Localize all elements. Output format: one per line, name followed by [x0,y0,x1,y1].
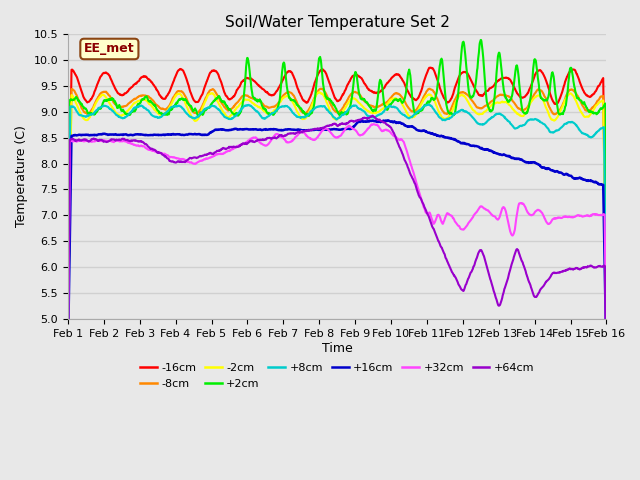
+16cm [603,359,611,364]
+32cm [314,134,321,140]
+2cm [371,107,378,112]
-2cm [292,107,300,113]
+64cm [369,113,376,119]
-16cm [304,99,312,105]
+8cm [424,102,432,108]
+16cm [64,354,72,360]
+2cm [477,37,484,43]
-16cm [371,90,378,96]
-2cm [127,104,135,109]
-2cm [314,91,321,96]
+8cm [371,115,378,120]
-2cm [316,89,323,95]
-16cm [603,298,611,304]
+32cm [106,138,113,144]
+64cm [314,126,321,132]
Text: EE_met: EE_met [84,42,134,56]
-16cm [106,73,113,79]
-16cm [292,82,300,87]
+16cm [314,127,321,132]
+16cm [304,127,312,133]
+64cm [106,138,113,144]
-8cm [292,98,300,104]
+32cm [64,357,72,362]
+16cm [127,132,135,138]
+2cm [127,109,135,115]
-8cm [64,330,72,336]
+16cm [371,118,378,124]
+64cm [304,127,312,133]
-8cm [304,108,312,114]
+2cm [603,259,611,265]
+2cm [64,339,72,345]
-8cm [426,86,433,92]
+8cm [106,106,113,111]
-16cm [427,65,435,71]
+64cm [64,356,72,362]
+32cm [127,141,135,147]
-2cm [304,113,312,119]
-8cm [314,90,321,96]
-16cm [127,84,135,90]
-16cm [314,73,321,79]
+2cm [304,112,312,118]
+16cm [384,118,392,123]
+8cm [292,113,300,119]
-8cm [106,93,113,98]
Legend: -16cm, -8cm, -2cm, +2cm, +8cm, +16cm, +32cm, +64cm: -16cm, -8cm, -2cm, +2cm, +8cm, +16cm, +3… [136,359,539,393]
X-axis label: Time: Time [322,342,353,355]
+64cm [603,388,611,394]
+2cm [314,72,321,77]
+2cm [106,97,113,103]
+16cm [292,127,300,132]
+8cm [304,112,312,118]
+8cm [64,324,72,330]
+32cm [371,121,378,127]
+8cm [603,335,611,341]
+32cm [370,121,378,127]
Title: Soil/Water Temperature Set 2: Soil/Water Temperature Set 2 [225,15,450,30]
+32cm [304,134,312,140]
+8cm [127,108,135,114]
+2cm [292,101,300,107]
Line: -2cm: -2cm [68,92,607,336]
-16cm [64,320,72,326]
-8cm [371,104,378,110]
+64cm [127,137,135,143]
Line: +32cm: +32cm [68,124,607,366]
Line: +16cm: +16cm [68,120,607,361]
-8cm [127,98,135,104]
+32cm [603,363,611,369]
-2cm [64,333,72,339]
-2cm [603,312,611,318]
+16cm [106,132,113,137]
+64cm [292,130,300,136]
Y-axis label: Temperature (C): Temperature (C) [15,126,28,228]
Line: -16cm: -16cm [68,68,607,323]
Line: +2cm: +2cm [68,40,607,342]
Line: -8cm: -8cm [68,89,607,333]
+64cm [371,114,378,120]
Line: +8cm: +8cm [68,105,607,338]
-2cm [371,110,378,116]
+8cm [314,104,321,109]
+32cm [292,133,300,139]
Line: +64cm: +64cm [68,116,607,391]
-8cm [603,310,611,315]
-2cm [106,100,113,106]
